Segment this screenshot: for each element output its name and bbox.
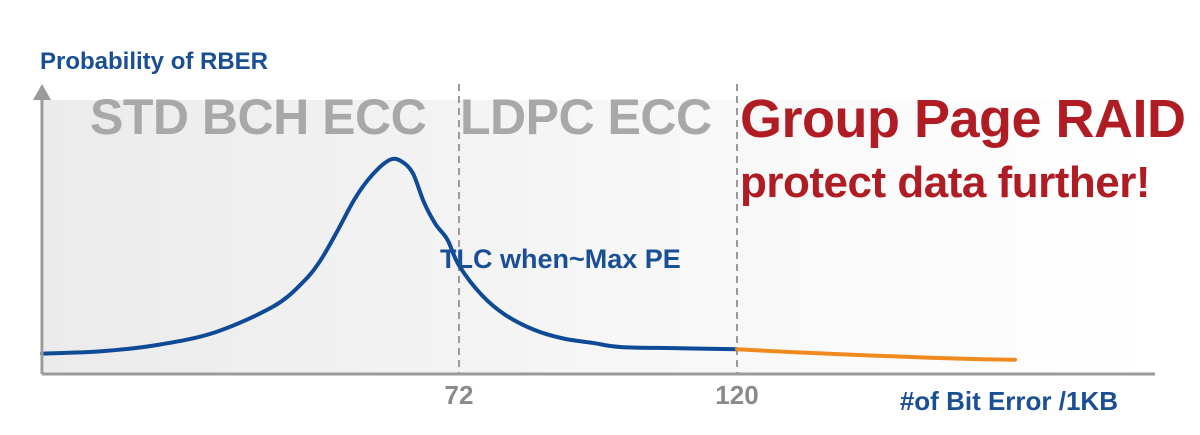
x-tick-label: 120 — [715, 380, 759, 410]
y-axis-arrow — [33, 84, 51, 100]
region-std-bch-ecc: STD BCH ECC — [90, 89, 427, 145]
x-tick-label: 72 — [444, 380, 474, 410]
region-group-page-raid-subtitle: protect data further! — [740, 158, 1150, 207]
y-axis-label: Probability of RBER — [40, 48, 269, 75]
region-group-page-raid: Group Page RAID — [740, 89, 1186, 149]
series-line-2 — [735, 347, 1017, 362]
region-ldpc-ecc: LDPC ECC — [460, 89, 712, 145]
x-axis-label: #of Bit Error /1KB — [899, 386, 1118, 416]
curve-annotation: TLC when~Max PE — [440, 244, 681, 274]
series-line-1 — [40, 156, 739, 356]
